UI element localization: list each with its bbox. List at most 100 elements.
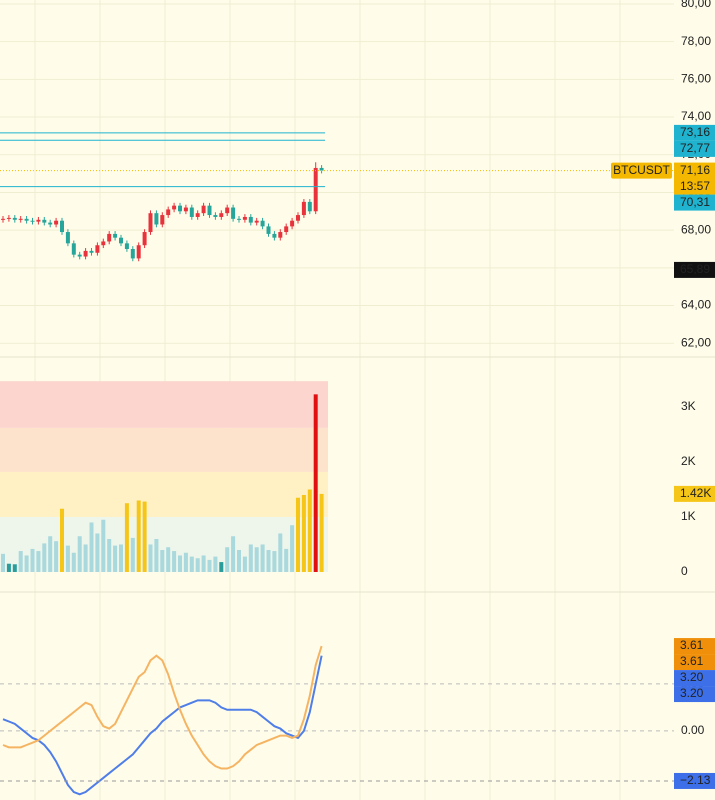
volume-bar (319, 493, 324, 572)
candle-body (242, 216, 247, 220)
candle-body (30, 220, 35, 222)
price-badge (674, 485, 715, 502)
price-badge-label: 3.61 (680, 638, 704, 652)
candle-body (290, 220, 295, 227)
volume-bar (48, 536, 53, 572)
volume-bar (130, 537, 135, 572)
price-badge-label: 70,31 (680, 195, 710, 209)
candle-body (237, 218, 241, 220)
volume-bar (71, 552, 76, 572)
volume-bar (1, 553, 5, 572)
candle-body (278, 232, 283, 238)
candle-body (154, 213, 159, 225)
candle-body (172, 205, 177, 210)
candle-body (54, 220, 59, 225)
price-badge (674, 772, 715, 789)
candle-body (219, 213, 224, 217)
volume-bar (136, 500, 141, 572)
candle-body (24, 218, 29, 221)
candle-body (266, 226, 271, 234)
candle-body (313, 167, 318, 212)
price-badge (674, 124, 715, 141)
y-tick-label: 2K (681, 454, 696, 468)
price-badge-label: 72,77 (680, 141, 710, 155)
volume-bar (60, 508, 64, 572)
volume-bar (195, 558, 200, 572)
price-badge-sublabel: 13:57 (680, 179, 710, 193)
volume-bar (83, 544, 88, 572)
y-tick-label: 0.00 (681, 723, 705, 737)
price-badge (674, 261, 715, 278)
price-badge (674, 654, 715, 671)
price-badge-label: 73,16 (680, 125, 710, 139)
volume-bar (6, 563, 11, 572)
candle-body (6, 217, 11, 219)
volume-bar (278, 533, 283, 572)
volume-bar (272, 551, 277, 572)
volume-bar (119, 544, 123, 572)
candle-body (65, 232, 70, 244)
price-badge-label: 3.20 (680, 670, 704, 684)
volume-bar (107, 538, 112, 572)
volume-bar (307, 489, 312, 572)
volume-bar (124, 503, 129, 572)
y-tick-label: 64,00 (681, 298, 711, 312)
volume-bar (225, 547, 230, 572)
volume-bar (260, 544, 265, 572)
candle-body (254, 220, 259, 223)
candle-body (1, 218, 5, 220)
candle-body (301, 201, 306, 216)
volume-bar (237, 549, 241, 572)
candle-body (213, 215, 218, 217)
candle-body (142, 232, 147, 246)
price-badge-label: 65,89 (680, 262, 710, 276)
candle-body (18, 218, 23, 220)
volume-bar (213, 556, 218, 572)
candle-body (207, 205, 212, 216)
volume-bar (219, 562, 224, 572)
volume-bar (18, 551, 23, 572)
price-badge (674, 194, 715, 211)
volume-band (0, 381, 328, 428)
volume-bar (12, 564, 17, 572)
candle-body (71, 243, 76, 255)
indicator-line (2, 645, 323, 770)
volume-bar (290, 525, 295, 572)
volume-bar (36, 551, 41, 572)
volume-bar (183, 552, 188, 572)
volume-bar (231, 536, 236, 572)
candle-body (113, 233, 118, 238)
candle-body (296, 215, 300, 221)
volume-band (0, 427, 328, 472)
volume-bar (189, 556, 194, 572)
volume-bar (142, 501, 147, 572)
candle-body (201, 205, 206, 214)
price-badge-label: 1.42K (680, 486, 711, 500)
candle-body (36, 219, 41, 222)
candle-body (272, 233, 277, 238)
price-badge (674, 638, 715, 655)
y-tick-label: 1K (681, 509, 696, 523)
y-tick-label: 68,00 (681, 222, 711, 236)
volume-bar (178, 555, 182, 572)
candle-body (130, 248, 135, 259)
volume-bar (201, 555, 206, 572)
candle-body (225, 207, 230, 214)
volume-bar (113, 545, 118, 572)
volume-bar (77, 536, 82, 572)
volume-bar (172, 551, 177, 572)
volume-band (0, 471, 328, 517)
volume-bar (89, 522, 94, 572)
volume-bar (284, 548, 289, 572)
y-tick-label: 80,00 (681, 0, 711, 10)
volume-bar (54, 541, 59, 572)
candle-body (248, 216, 253, 223)
price-badge (674, 162, 715, 195)
candle-body (12, 217, 17, 220)
volume-bar (248, 544, 253, 572)
volume-bar (154, 538, 159, 572)
candle-body (119, 237, 123, 244)
candle-body (195, 213, 200, 217)
